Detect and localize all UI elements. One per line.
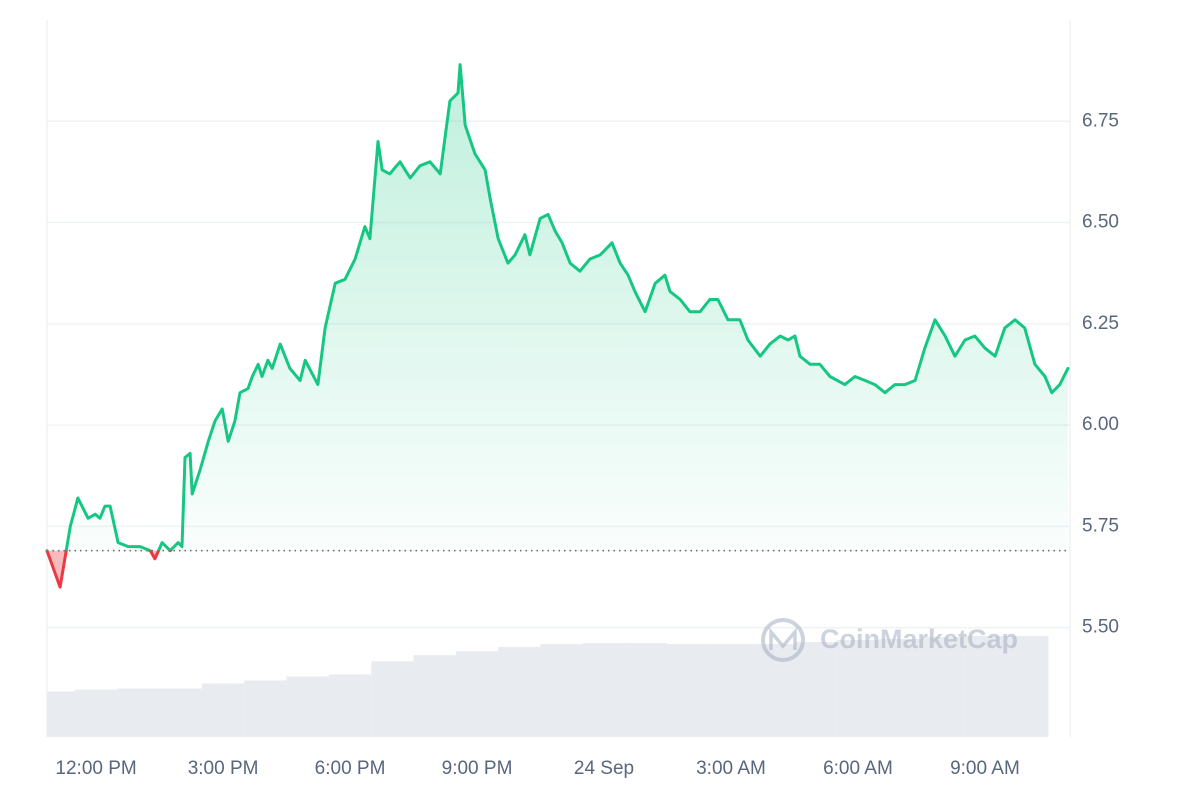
watermark-logo-m bbox=[769, 627, 797, 650]
y-tick-label: 6.25 bbox=[1082, 313, 1119, 334]
y-tick-label: 6.75 bbox=[1082, 110, 1119, 131]
x-tick-label: 24 Sep bbox=[574, 758, 634, 779]
x-tick-label: 6:00 AM bbox=[823, 758, 893, 779]
volume-bar bbox=[455, 651, 499, 737]
volume-bar bbox=[286, 676, 329, 737]
y-tick-label: 6.00 bbox=[1082, 414, 1119, 435]
price-line bbox=[45, 63, 1070, 589]
watermark-logo bbox=[761, 618, 805, 662]
volume-bar bbox=[371, 661, 414, 737]
volume-bar bbox=[159, 688, 202, 737]
volume-bar bbox=[201, 683, 245, 737]
volume-bar bbox=[879, 639, 922, 737]
watermark-text: CoinMarketCap bbox=[820, 624, 1018, 654]
volume-bar bbox=[625, 643, 668, 737]
volume-bar bbox=[244, 680, 287, 737]
x-tick-label: 3:00 PM bbox=[188, 758, 259, 779]
x-tick-label: 9:00 AM bbox=[950, 758, 1020, 779]
volume-bar bbox=[921, 637, 964, 737]
volume-bar bbox=[328, 674, 372, 737]
watermark: CoinMarketCap bbox=[761, 618, 1018, 662]
x-tick-label: 12:00 PM bbox=[55, 758, 136, 779]
volume-bar bbox=[582, 643, 626, 737]
volume-bar bbox=[709, 644, 753, 737]
y-tick-label: 5.50 bbox=[1082, 617, 1119, 638]
volume-bar bbox=[540, 644, 583, 737]
volume-bar bbox=[836, 640, 880, 737]
volume-bar bbox=[794, 642, 837, 737]
volume-bar bbox=[47, 691, 75, 737]
x-tick-label: 3:00 AM bbox=[696, 758, 766, 779]
volume-bar bbox=[667, 644, 710, 737]
volume-bar bbox=[117, 688, 160, 737]
y-tick-label: 6.50 bbox=[1082, 212, 1119, 233]
y-tick-label: 5.75 bbox=[1082, 515, 1119, 536]
volume-bar bbox=[1006, 636, 1049, 737]
x-tick-label: 9:00 PM bbox=[442, 758, 513, 779]
x-tick-label: 6:00 PM bbox=[315, 758, 386, 779]
volume-bar bbox=[498, 647, 541, 737]
volume-bar bbox=[963, 636, 1007, 737]
volume-bar bbox=[413, 655, 456, 737]
volume-bar bbox=[74, 689, 118, 737]
price-area bbox=[47, 64, 1068, 588]
